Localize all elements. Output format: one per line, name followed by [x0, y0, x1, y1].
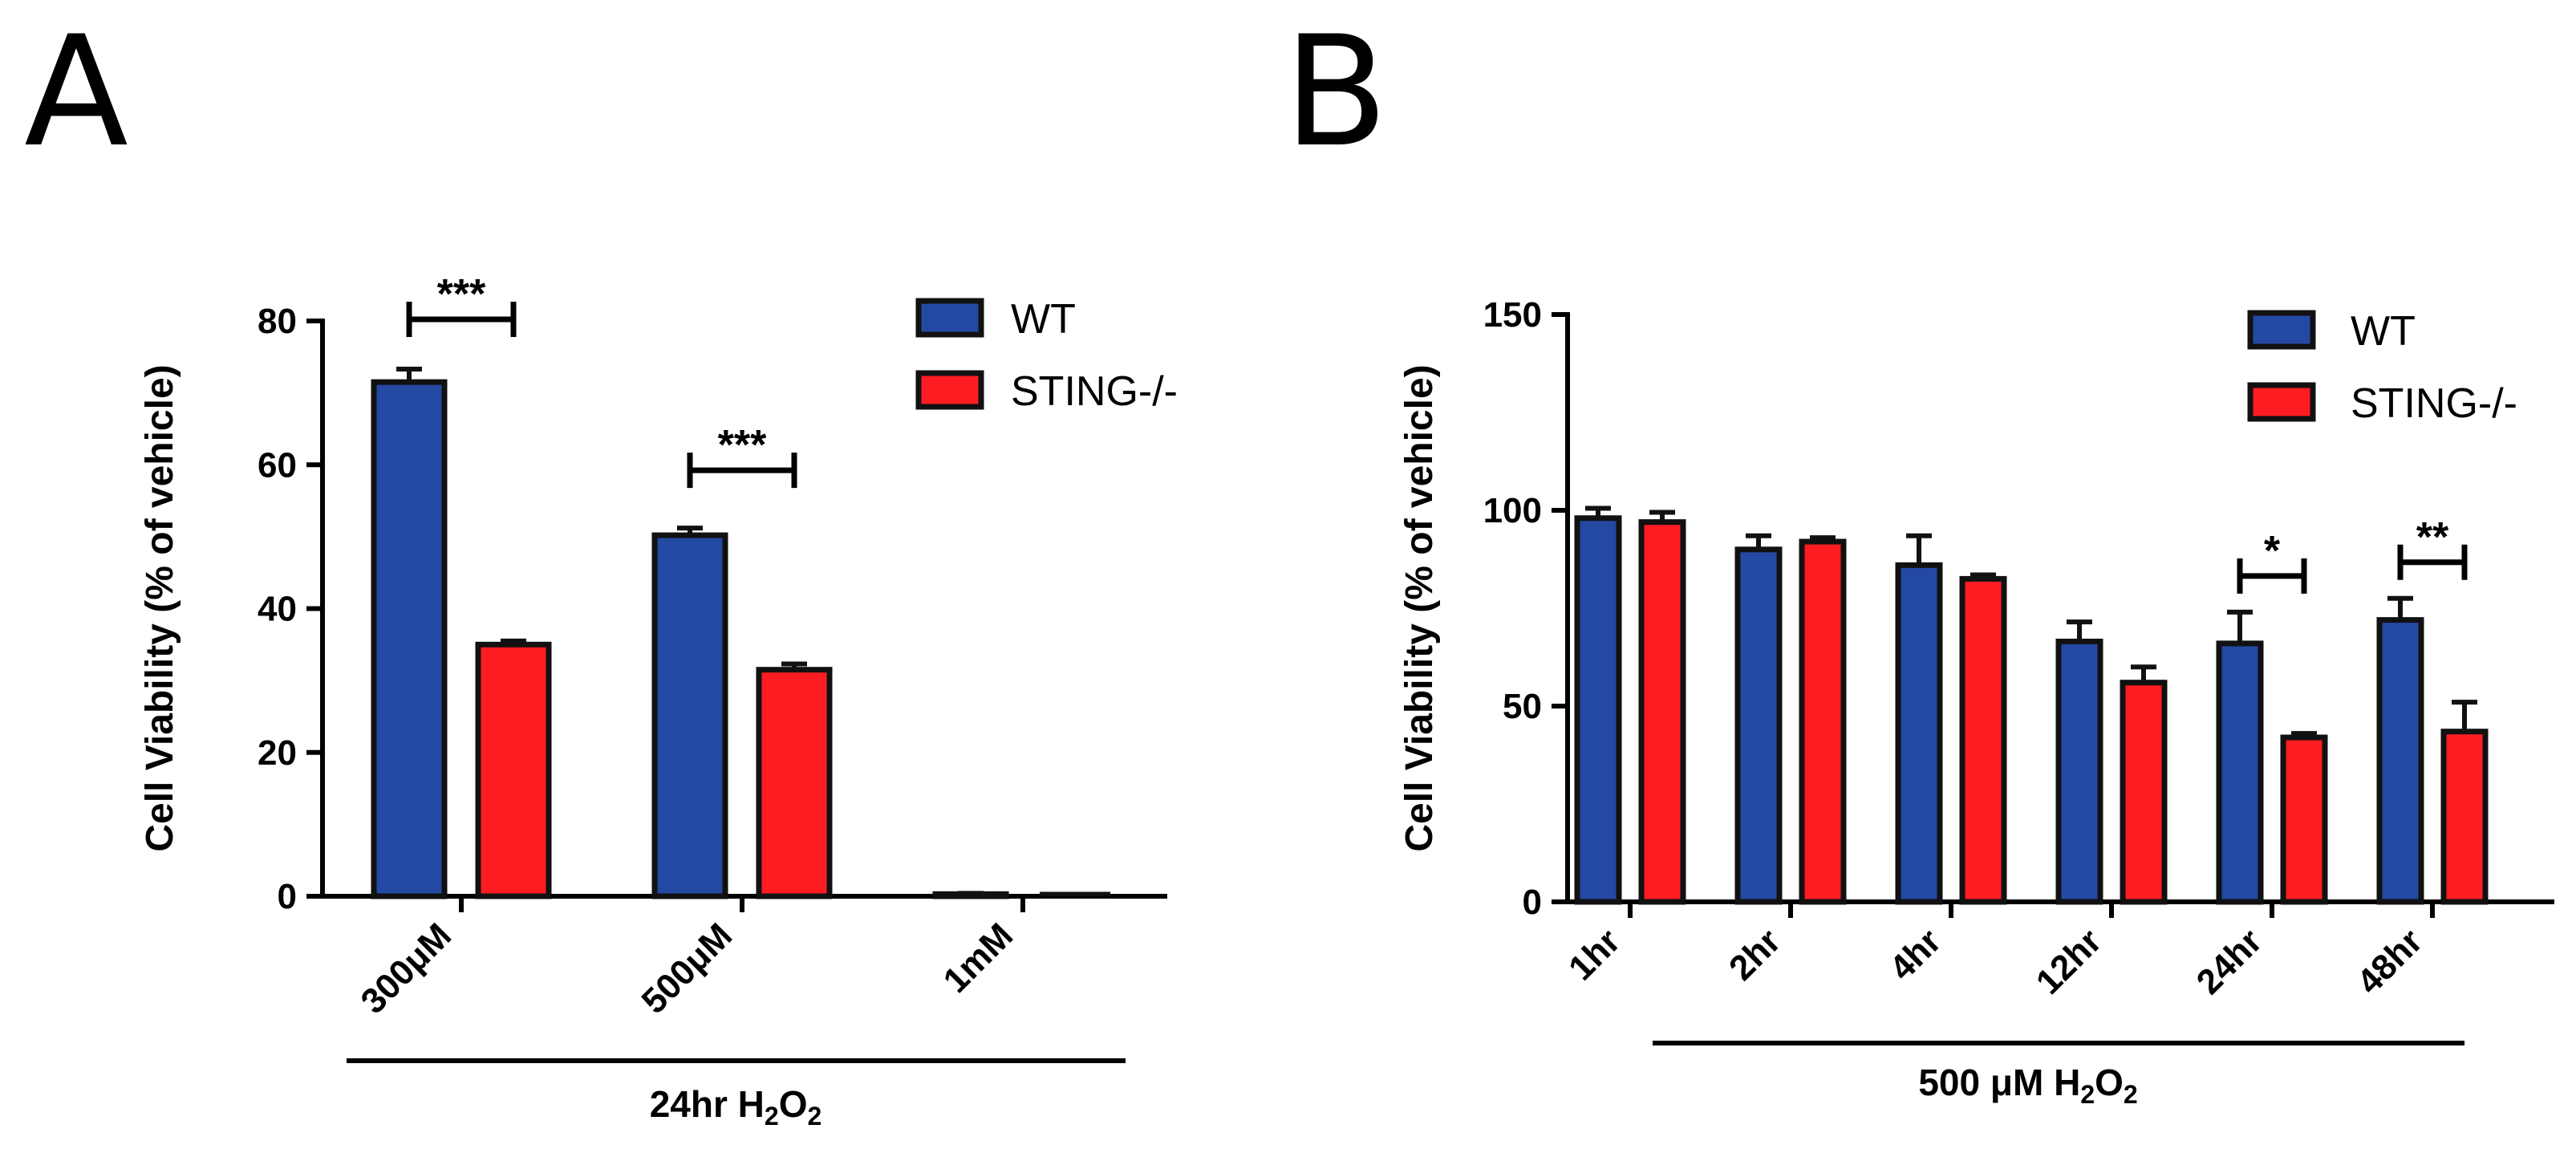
y-tick-label: 0 — [1523, 883, 1542, 922]
bar-wt — [651, 532, 728, 899]
bar-wt — [1734, 546, 1783, 905]
legend-label-wt: WT — [1011, 296, 1076, 343]
bar-sting — [2280, 734, 2328, 905]
bar-wt — [2055, 638, 2103, 905]
legend-swatch-sting — [2247, 382, 2316, 422]
panel-letter-a: A — [24, 3, 128, 181]
group-label: 24hr H2O2 — [650, 1083, 822, 1131]
chart-a: 0 20 40 60 80 Cell Viability (% of vehicle) 30… — [139, 271, 1178, 1131]
group-label-subscript: 2 — [765, 1102, 779, 1131]
y-tick-label: 100 — [1483, 491, 1542, 530]
bar-sting — [1959, 575, 2007, 905]
y-tick-label: 20 — [258, 733, 297, 773]
x-tick-label: 12hr — [2029, 921, 2109, 1001]
bar-wt — [2376, 617, 2424, 905]
legend-label-sting: STING-/- — [2351, 380, 2517, 427]
group-label-text: O — [2095, 1062, 2124, 1103]
bar-sting — [1638, 519, 1686, 905]
x-tick-label: 2hr — [1722, 921, 1788, 988]
group-label: 500 μM H2O2 — [1918, 1062, 2137, 1109]
y-tick-label: 60 — [258, 445, 297, 485]
y-tick-label: 80 — [258, 302, 297, 341]
group-label-text: 24hr H — [650, 1083, 765, 1125]
legend-swatch-wt — [2247, 310, 2316, 350]
y-tick-label: 150 — [1483, 295, 1542, 335]
y-axis-title: Cell Viability (% of vehicle) — [1398, 364, 1441, 851]
x-tick-label: 24hr — [2189, 921, 2270, 1001]
bar-sting — [475, 641, 552, 899]
x-tick-label: 1mM — [936, 915, 1021, 1001]
significance-label: ** — [2416, 514, 2449, 561]
group-label-subscript: 2 — [807, 1102, 821, 1131]
bar-sting — [2440, 729, 2489, 905]
y-tick-label: 0 — [278, 877, 297, 916]
legend-label-wt: WT — [2351, 308, 2416, 355]
legend-label-sting: STING-/- — [1011, 368, 1178, 415]
panel-letter-b: B — [1284, 3, 1388, 181]
group-label-subscript: 2 — [2080, 1080, 2095, 1109]
bar-wt — [371, 379, 448, 899]
group-label-text: O — [779, 1083, 808, 1125]
significance-label: *** — [437, 271, 486, 318]
x-tick-label: 48hr — [2350, 921, 2430, 1001]
bar-sting — [1799, 538, 1847, 905]
bar-sting — [756, 667, 833, 899]
legend-swatch-wt — [915, 298, 984, 338]
group-label-text: 500 μM H — [1918, 1062, 2080, 1103]
significance-label: *** — [718, 422, 767, 469]
x-tick-label: 1hr — [1561, 921, 1628, 988]
chart-b: 0 50 100 150 Cell Viability (% of vehicle) 1h… — [1398, 295, 2554, 1109]
legend-swatch-sting — [915, 370, 984, 410]
x-tick-label: 500μM — [635, 915, 740, 1021]
x-tick-label: 4hr — [1882, 921, 1949, 988]
y-axis-title: Cell Viability (% of vehicle) — [139, 364, 181, 851]
bar-wt — [1574, 515, 1622, 905]
x-tick-label: 300μM — [354, 915, 460, 1021]
bar-wt — [2216, 640, 2264, 905]
group-label-subscript: 2 — [2124, 1080, 2138, 1109]
significance-label: * — [2264, 528, 2281, 574]
bar-sting — [2120, 680, 2168, 905]
bar-wt — [1895, 562, 1943, 905]
y-tick-label: 50 — [1503, 687, 1542, 726]
y-tick-label: 40 — [258, 590, 297, 629]
